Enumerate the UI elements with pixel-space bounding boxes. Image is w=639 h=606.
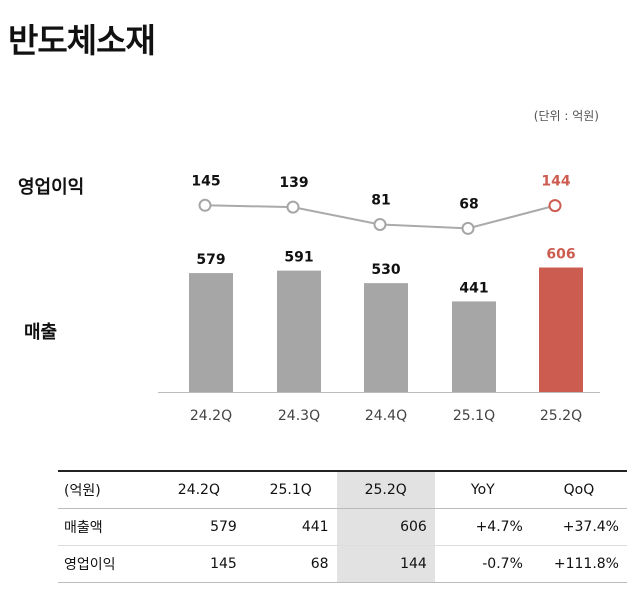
page-title: 반도체소재 (8, 21, 156, 60)
table-cell: 145 (210, 556, 237, 572)
operating-profit-marker (198, 198, 212, 212)
table-header-cell: YoY (470, 482, 495, 498)
table-header-cell: 24.2Q (177, 482, 220, 498)
table-cell: +37.4% (562, 519, 619, 535)
revenue-value-label: 606 (546, 247, 575, 263)
x-tick-label: 25.2Q (540, 408, 582, 424)
x-tick-label: 25.1Q (453, 408, 495, 424)
summary-table: (억원) 24.2Q 25.1Q 25.2Q YoY QoQ 매출액 579 4… (58, 470, 627, 583)
operating-profit-value-label: 81 (371, 193, 390, 209)
revenue-value-label: 530 (371, 262, 400, 278)
revenue-bar (452, 301, 496, 392)
table-header-row: (억원) 24.2Q 25.1Q 25.2Q YoY QoQ (58, 471, 627, 509)
operating-profit-value-label: 68 (459, 196, 478, 212)
revenue-label: 매출 (24, 322, 58, 343)
table-cell: 68 (310, 556, 329, 572)
revenue-bar (277, 270, 321, 392)
x-tick-label: 24.3Q (278, 408, 320, 424)
table-cell: 579 (210, 519, 237, 535)
table-cell: 441 (301, 519, 329, 535)
table-cell: 영업이익 (64, 557, 116, 573)
revenue-bar (539, 267, 583, 392)
x-tick-label: 24.4Q (365, 408, 407, 424)
x-tick-label: 24.2Q (190, 408, 232, 424)
table-cell: 606 (336, 508, 435, 546)
table-cell: -0.7% (482, 556, 523, 572)
table-header-cell: 25.1Q (269, 482, 312, 498)
revenue-value-label: 579 (196, 252, 225, 268)
table-header-cell: (억원) (64, 483, 101, 499)
operating-profit-marker (286, 200, 300, 214)
operating-profit-marker (548, 199, 562, 213)
operating-profit-marker (461, 221, 475, 235)
revenue-bar (189, 273, 233, 392)
table-cell: 매출액 (64, 520, 103, 536)
operating-profit-label: 영업이익 (18, 177, 85, 198)
chart: 579 591 530 441 606 24.2Q 24.3Q 24.4Q 25.1Q 25.2Q… (158, 173, 600, 424)
table-row: 영업이익 145 68 144 -0.7% +111.8% (58, 545, 627, 583)
revenue-value-label: 441 (459, 280, 488, 296)
table-header-cell: QoQ (563, 482, 595, 498)
table-row: 매출액 579 441 606 +4.7% +37.4% (58, 508, 627, 546)
table-cell: 144 (336, 545, 435, 583)
table-cell: +4.7% (475, 519, 523, 535)
operating-profit-marker (373, 218, 387, 231)
operating-profit-value-label: 145 (191, 173, 220, 189)
table-cell: +111.8% (553, 556, 619, 572)
operating-profit-value-label: 144 (541, 174, 570, 190)
unit-label: (단위 : 억원) (533, 109, 599, 123)
revenue-bar (364, 283, 408, 392)
operating-profit-value-label: 139 (279, 175, 308, 191)
revenue-value-label: 591 (284, 250, 313, 266)
table-header-cell: 25.2Q (336, 471, 435, 509)
